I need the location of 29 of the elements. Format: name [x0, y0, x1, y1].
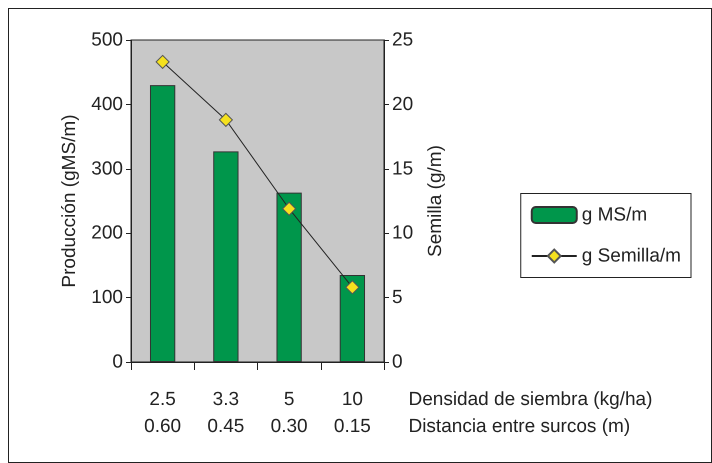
y2-tick-label: 15: [392, 158, 414, 180]
point: [282, 202, 296, 216]
y-tick-label: 500: [91, 30, 123, 50]
y-tick-label: 200: [91, 222, 123, 244]
bar: [150, 85, 176, 362]
y-tick-label: 400: [91, 94, 123, 115]
point: [156, 54, 170, 69]
x-axis-title: Densidad de siembra (kg/ha) Distancia entre surcos (m): [408, 389, 652, 437]
y2-tick-label: 10: [392, 222, 414, 244]
x-tick-label: 10 0.15: [334, 389, 371, 437]
bar: [213, 151, 239, 362]
y2-tick-label: 20: [392, 94, 414, 115]
point: [345, 280, 360, 294]
bar: [276, 192, 302, 362]
y2-axis-title: Semilla (g/m): [425, 145, 446, 257]
y2-tick-label: 5: [392, 287, 403, 308]
x-tick-label: 3.3 0.45: [207, 389, 244, 437]
y2-tick-label: 25: [392, 30, 414, 50]
y-tick-label: 300: [91, 158, 123, 180]
y-axis-title: Producción (gMS/m): [59, 114, 80, 288]
point: [218, 112, 233, 127]
y-tick-label: 100: [91, 287, 123, 308]
x-tick-label: 2.5 0.60: [144, 389, 182, 437]
legend-label: g Semilla/m: [582, 246, 681, 266]
legend-label: g MS/m: [582, 204, 648, 226]
x-tick-label: 5 0.30: [270, 389, 308, 437]
y-tick-label: 0: [112, 352, 123, 372]
bar: [340, 275, 366, 362]
y2-tick-label: 0: [392, 352, 403, 372]
